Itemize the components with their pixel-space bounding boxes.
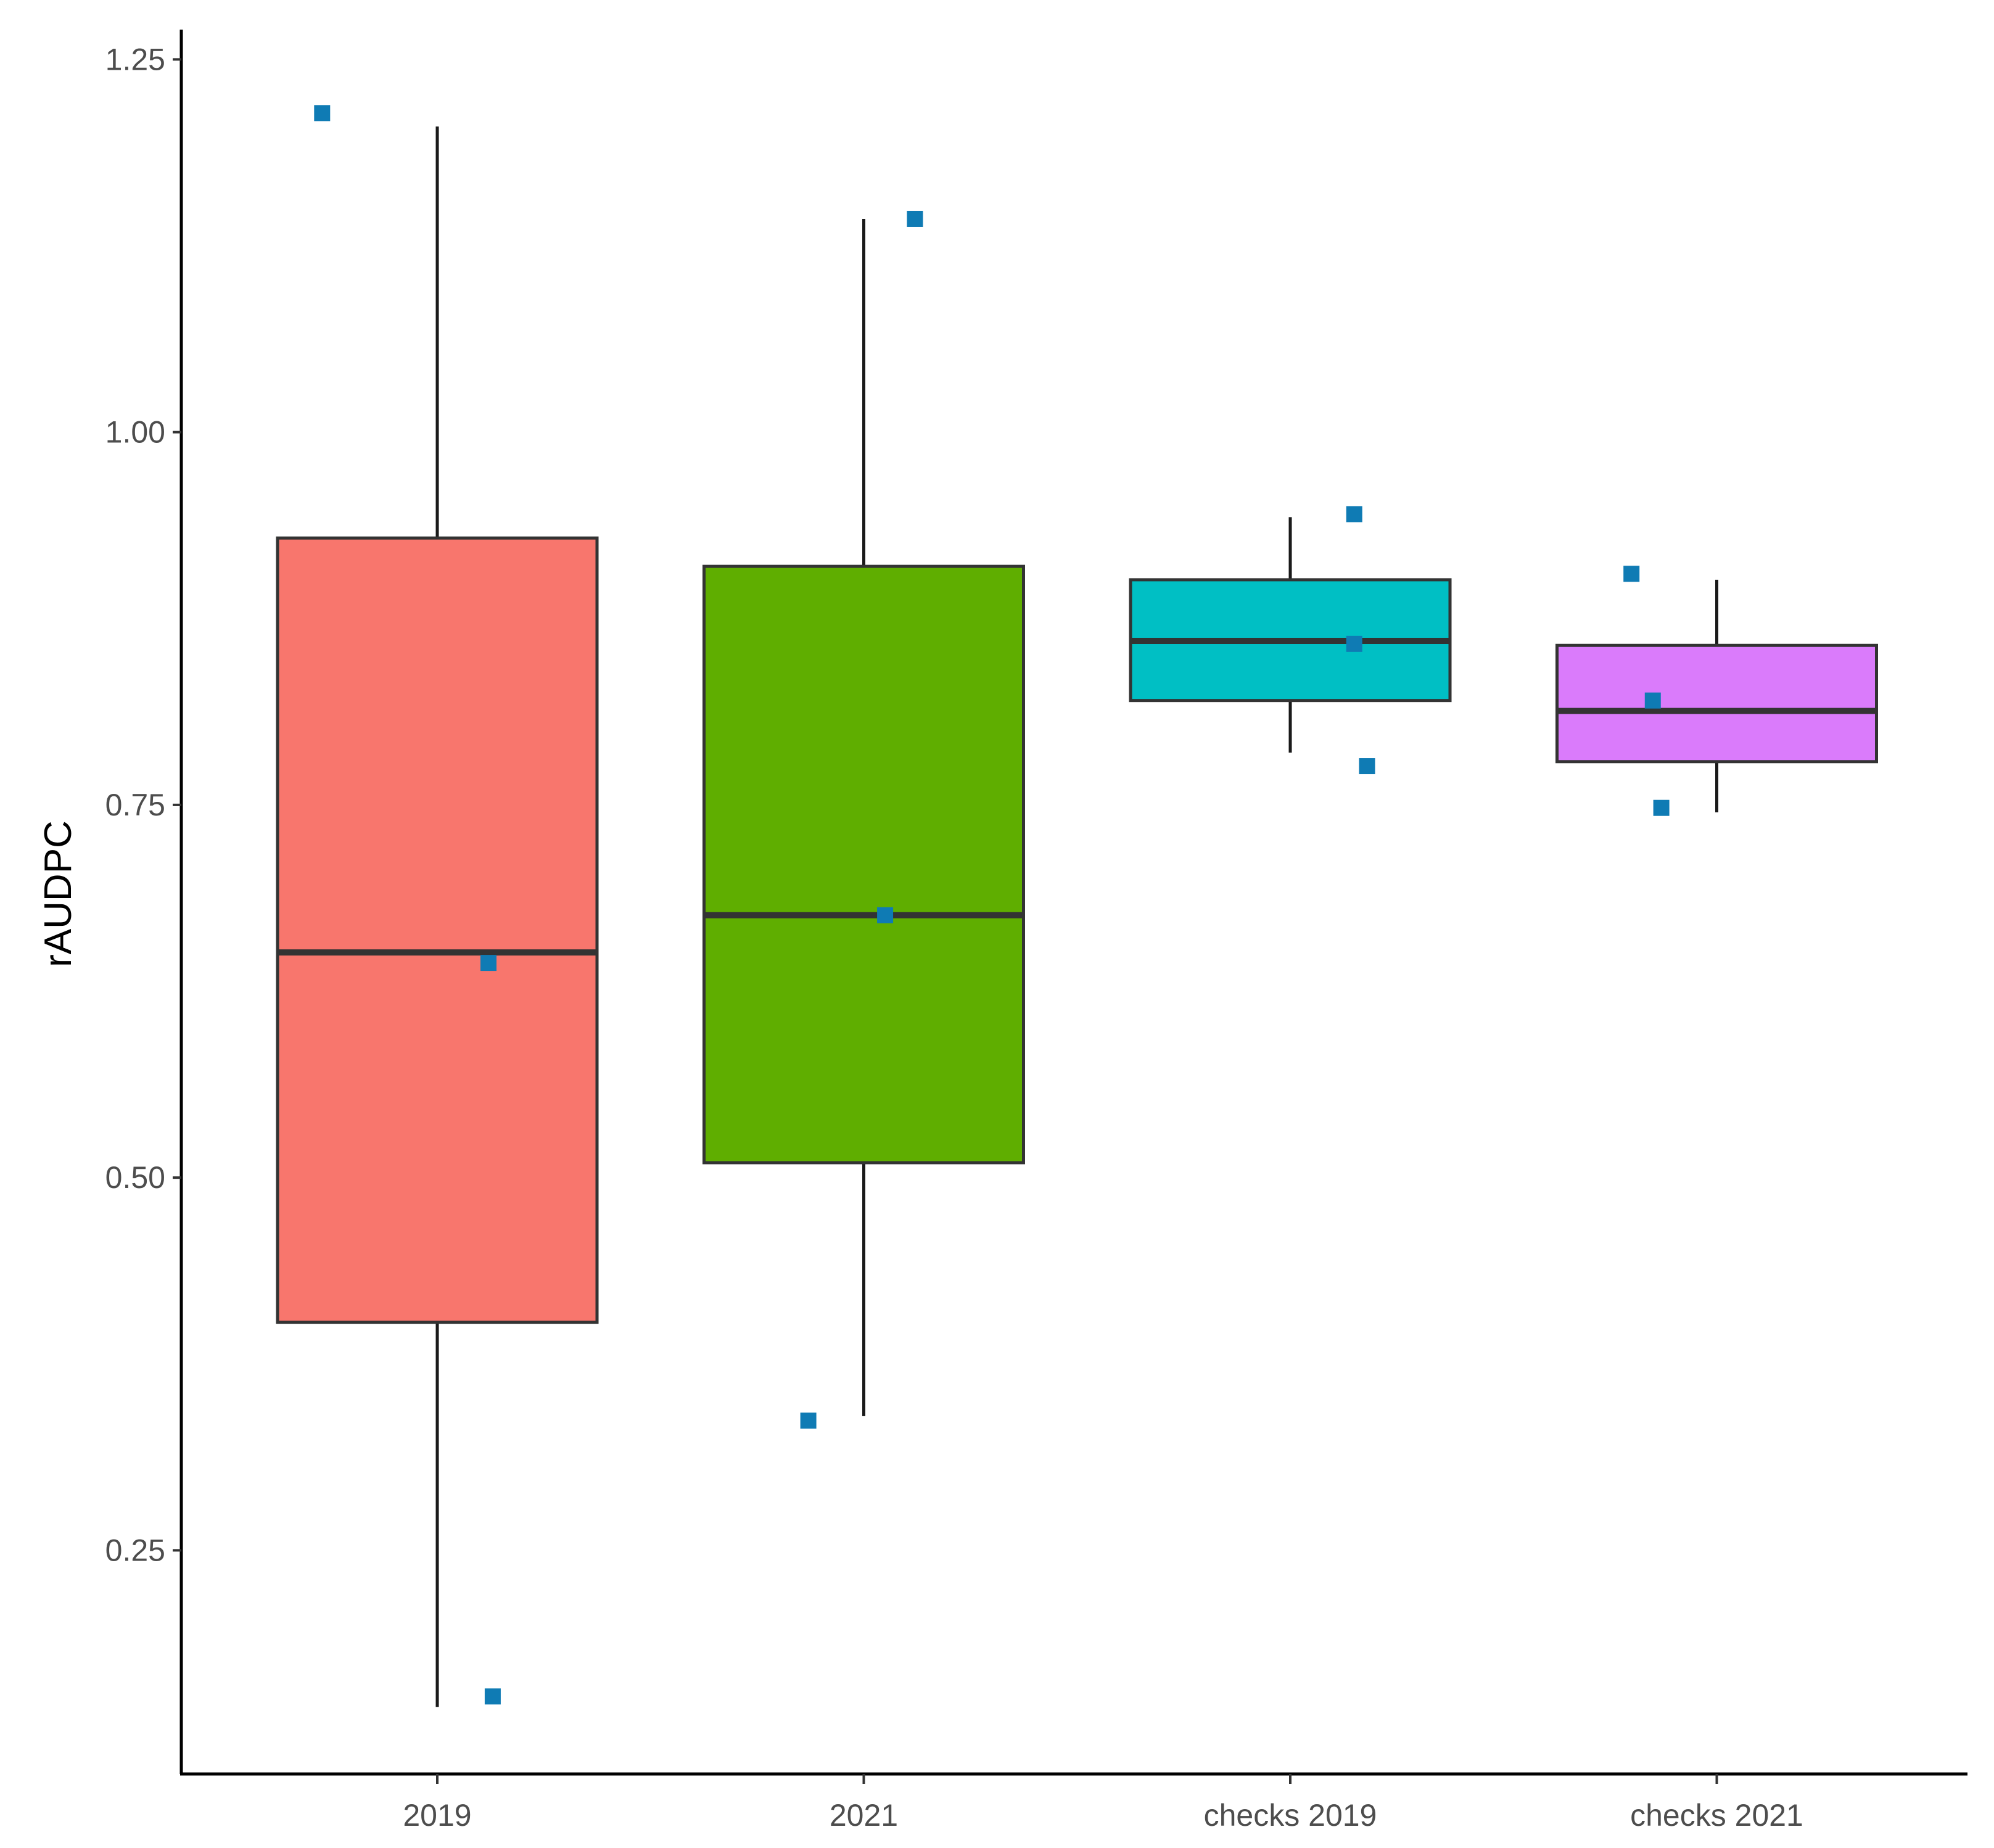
data-point — [1644, 692, 1661, 709]
x-tick-label: 2019 — [403, 1798, 471, 1833]
data-point — [314, 105, 331, 122]
y-tick-label: 1.00 — [105, 415, 165, 450]
box-group — [702, 218, 1025, 1416]
box-body — [702, 564, 1025, 1165]
data-point — [907, 210, 923, 227]
boxes-layer — [276, 126, 1878, 1707]
y-tick-label: 1.25 — [105, 42, 165, 76]
y-tick-label: 0.50 — [105, 1160, 165, 1195]
box-group — [1555, 579, 1878, 812]
data-point — [1359, 758, 1375, 775]
data-point — [1653, 799, 1670, 816]
x-tick-label: checks 2019 — [1204, 1798, 1377, 1833]
box-body — [1555, 643, 1878, 764]
data-point — [800, 1413, 817, 1429]
box-body — [276, 536, 599, 1324]
box-group — [276, 126, 599, 1707]
data-point — [1346, 506, 1362, 522]
axes-layer — [179, 30, 1967, 1776]
y-tick-label: 0.75 — [105, 788, 165, 822]
x-tick-label: checks 2021 — [1630, 1798, 1803, 1833]
data-point — [1623, 566, 1640, 582]
x-tick-label: 2021 — [830, 1798, 898, 1833]
y-tick-label: 0.25 — [105, 1533, 165, 1567]
data-point — [877, 907, 894, 923]
y-ticks-layer: 0.25 0.50 0.75 1.00 1.25 — [105, 42, 181, 1567]
x-ticks-layer: 2019 2021 checks 2019 checks 2021 — [403, 1774, 1803, 1833]
data-point — [1346, 635, 1362, 652]
y-axis-title: rAUDPC — [37, 820, 80, 967]
box-group — [1129, 517, 1452, 753]
points-layer — [314, 105, 1670, 1705]
data-point — [484, 1688, 501, 1705]
data-point — [480, 955, 496, 971]
